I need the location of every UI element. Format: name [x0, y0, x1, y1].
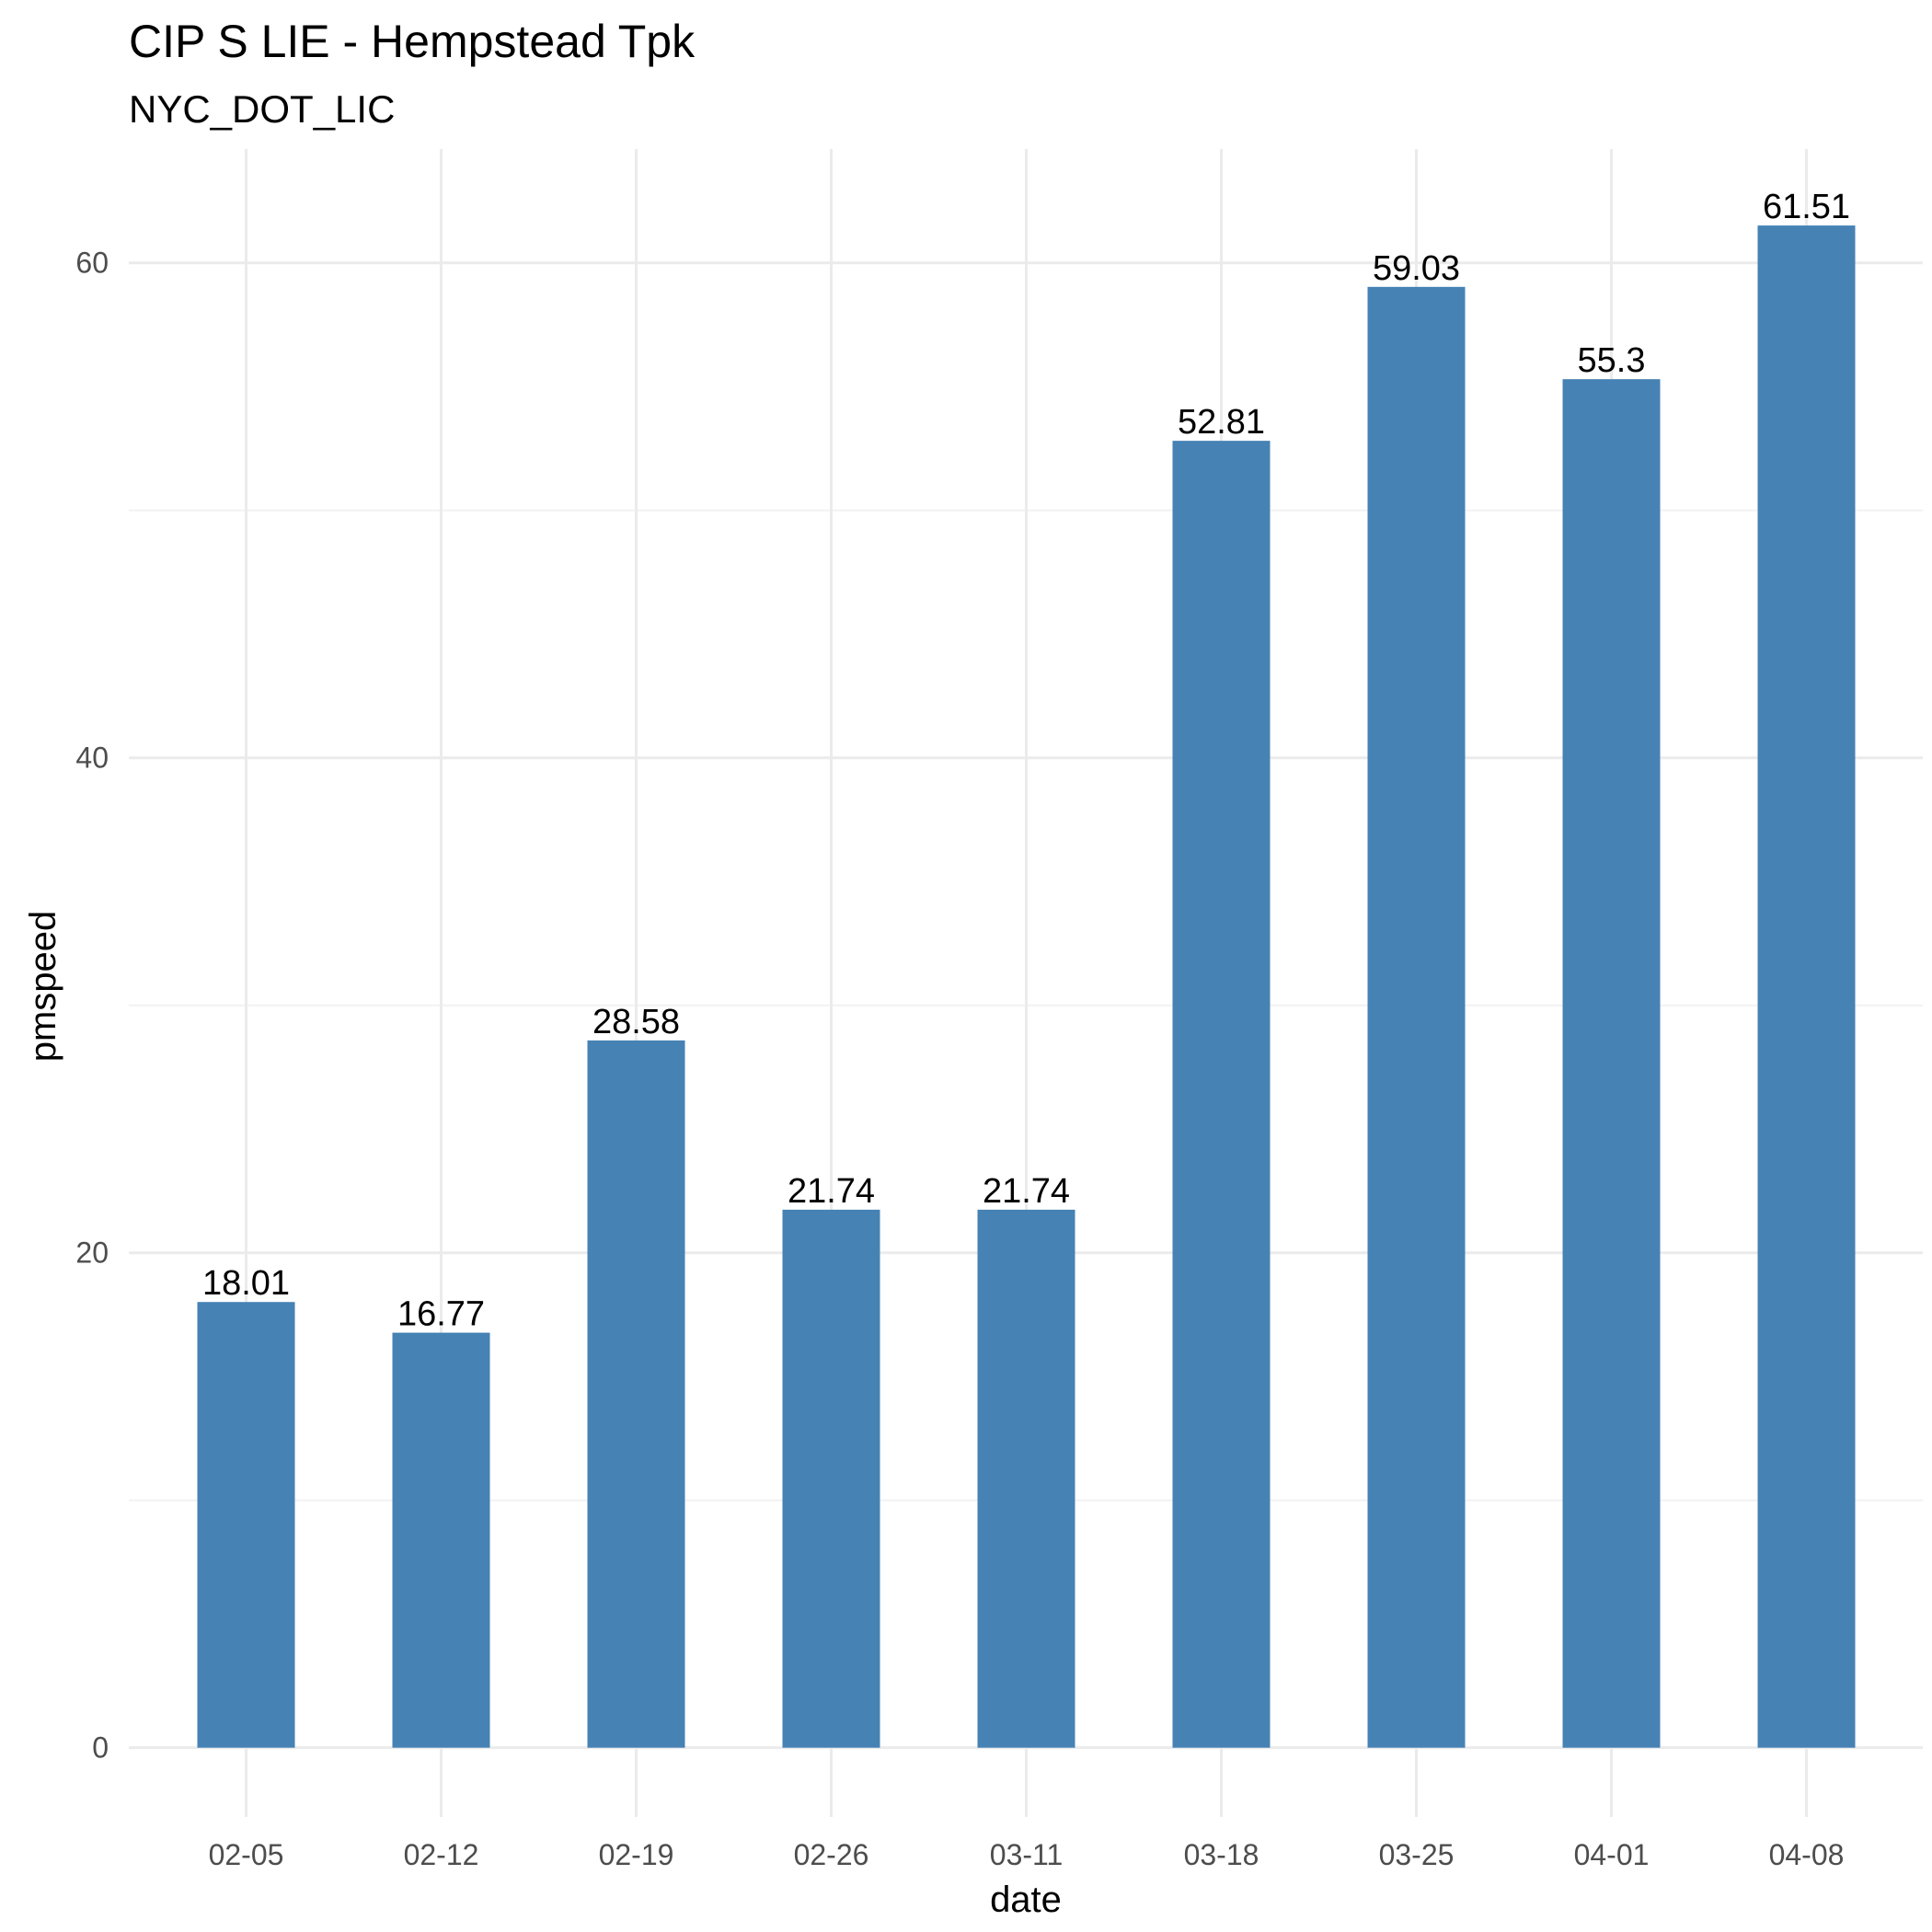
- y-tick-label: 60: [75, 247, 109, 280]
- bar-03-11: [977, 1209, 1075, 1748]
- x-axis-ticks: 02-05 02-12 02-19 02-26 03-11 03-18 03-25 04-01…: [209, 1838, 1845, 1871]
- y-tick-label: 20: [75, 1236, 109, 1270]
- data-label-02-19: 28.58: [592, 1003, 680, 1041]
- data-label-02-12: 16.77: [397, 1295, 485, 1334]
- x-tick-label: 03-18: [1184, 1838, 1259, 1871]
- x-tick-label: 02-19: [599, 1838, 674, 1871]
- data-labels: 18.01 16.77 28.58 21.74 21.74 52.81 59.03 55.3 6…: [202, 188, 1850, 1333]
- data-label-04-01: 55.3: [1578, 341, 1646, 380]
- x-tick-label: 03-25: [1379, 1838, 1455, 1871]
- data-label-04-08: 61.51: [1763, 188, 1850, 226]
- bar-03-25: [1367, 286, 1466, 1748]
- data-label-03-25: 59.03: [1373, 249, 1460, 288]
- data-label-03-18: 52.81: [1178, 403, 1265, 442]
- bars: [197, 225, 1856, 1748]
- data-label-03-11: 21.74: [983, 1172, 1070, 1211]
- y-tick-label: 40: [75, 742, 109, 775]
- x-tick-label: 02-12: [404, 1838, 479, 1871]
- x-tick-label: 03-11: [990, 1838, 1063, 1871]
- x-axis-title: date: [990, 1880, 1062, 1920]
- bar-04-01: [1562, 379, 1661, 1748]
- bar-04-08: [1757, 225, 1856, 1748]
- bar-02-05: [197, 1302, 295, 1748]
- x-tick-label: 02-26: [794, 1838, 869, 1871]
- bar-02-26: [782, 1209, 880, 1748]
- x-tick-label: 04-08: [1769, 1838, 1845, 1871]
- x-tick-label: 02-05: [209, 1838, 284, 1871]
- bar-02-19: [587, 1040, 685, 1748]
- y-axis-title: pmspeed: [23, 911, 63, 1063]
- bar-02-12: [392, 1332, 490, 1748]
- x-tick-label: 04-01: [1574, 1838, 1650, 1871]
- data-label-02-05: 18.01: [202, 1264, 290, 1303]
- y-axis-ticks: 0 20 40 60: [75, 247, 109, 1765]
- data-label-02-26: 21.74: [788, 1172, 875, 1211]
- bar-03-18: [1172, 441, 1271, 1748]
- chart-title: CIP S LIE - Hempstead Tpk: [129, 16, 696, 67]
- chart-subtitle: NYC_DOT_LIC: [129, 87, 395, 131]
- y-tick-label: 0: [92, 1731, 109, 1765]
